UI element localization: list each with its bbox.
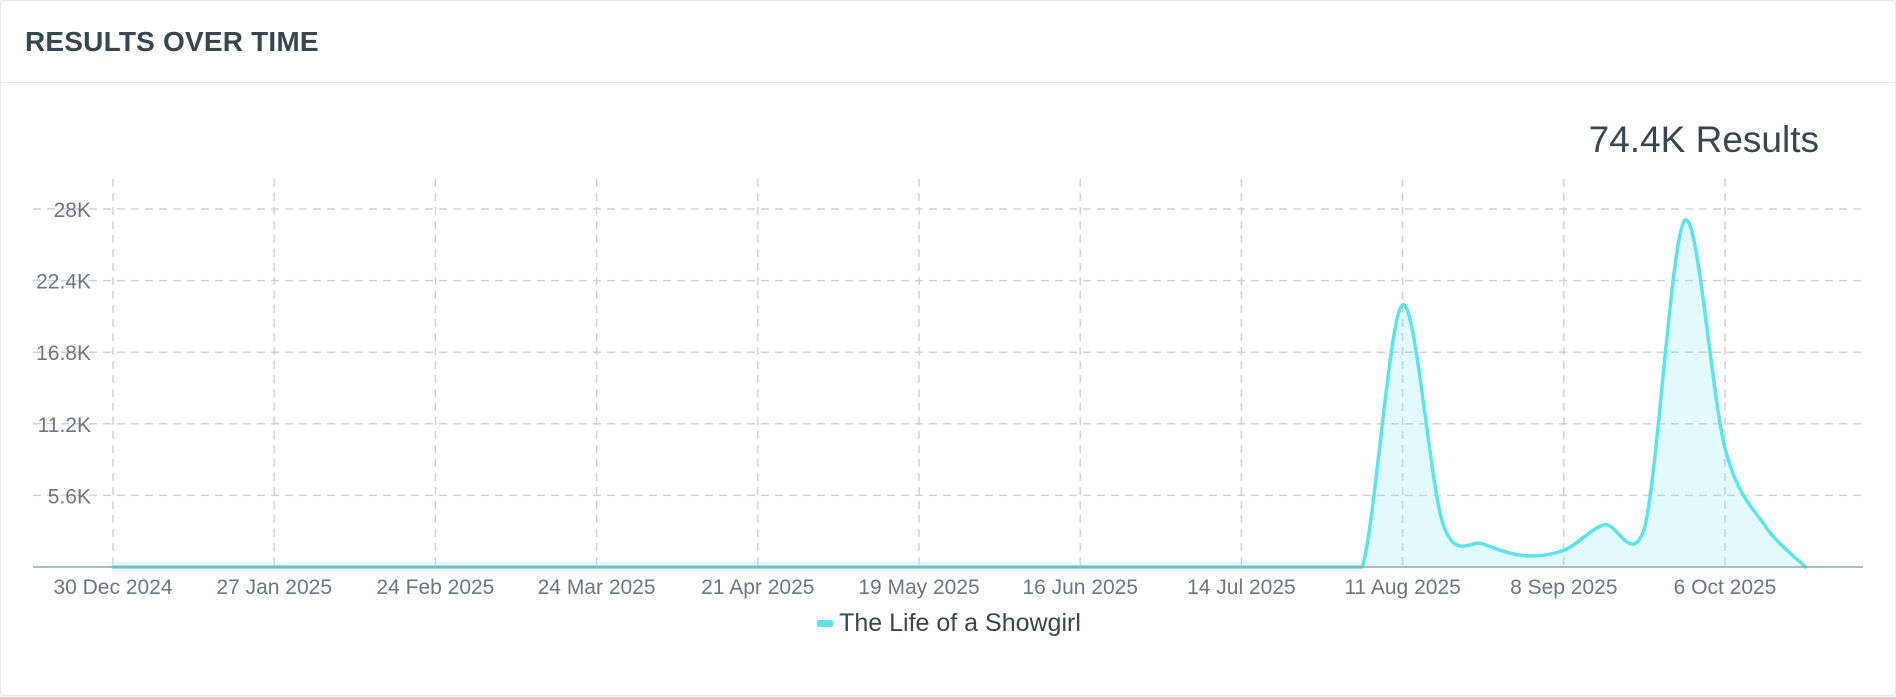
x-tick-label: 6 Oct 2025 (1674, 576, 1777, 599)
x-tick-label: 21 Apr 2025 (701, 576, 814, 599)
y-tick-label: 5.6K (48, 485, 91, 508)
x-tick-labels: 30 Dec 2024 27 Jan 2025 24 Feb 2025 24 Mar … (53, 576, 1776, 599)
card-title: RESULTS OVER TIME (25, 25, 319, 57)
series-layer (111, 218, 1808, 569)
x-tick-label: 14 Jul 2025 (1187, 576, 1296, 599)
x-tick-label: 8 Sep 2025 (1510, 576, 1617, 599)
x-tick-label: 30 Dec 2024 (53, 576, 172, 599)
series-area (113, 219, 1806, 568)
total-results-count: 74.4K Results (1588, 119, 1819, 160)
legend-label[interactable]: The Life of a Showgirl (839, 609, 1081, 637)
chart-legend: The Life of a Showgirl (1, 609, 1896, 638)
x-tick-label: 24 Feb 2025 (376, 576, 494, 599)
x-tick-label: 16 Jun 2025 (1022, 576, 1138, 599)
x-tick-label: 24 Mar 2025 (538, 576, 656, 599)
card-header: RESULTS OVER TIME (1, 1, 1895, 83)
x-tick-label: 27 Jan 2025 (216, 576, 332, 599)
x-tick-label: 19 May 2025 (858, 576, 979, 599)
y-tick-label: 16.8K (36, 342, 91, 365)
y-tick-labels: 5.6K 11.2K 16.8K 22.4K 28K (36, 199, 91, 508)
x-tick-label: 11 Aug 2025 (1344, 576, 1460, 599)
y-grid (33, 208, 1863, 497)
legend-swatch (817, 620, 834, 627)
series-line[interactable] (111, 218, 1808, 569)
y-tick-label: 28K (54, 199, 91, 222)
y-tick-label: 22.4K (36, 271, 91, 294)
y-tick-label: 11.2K (38, 414, 91, 437)
x-grid (112, 179, 1726, 567)
